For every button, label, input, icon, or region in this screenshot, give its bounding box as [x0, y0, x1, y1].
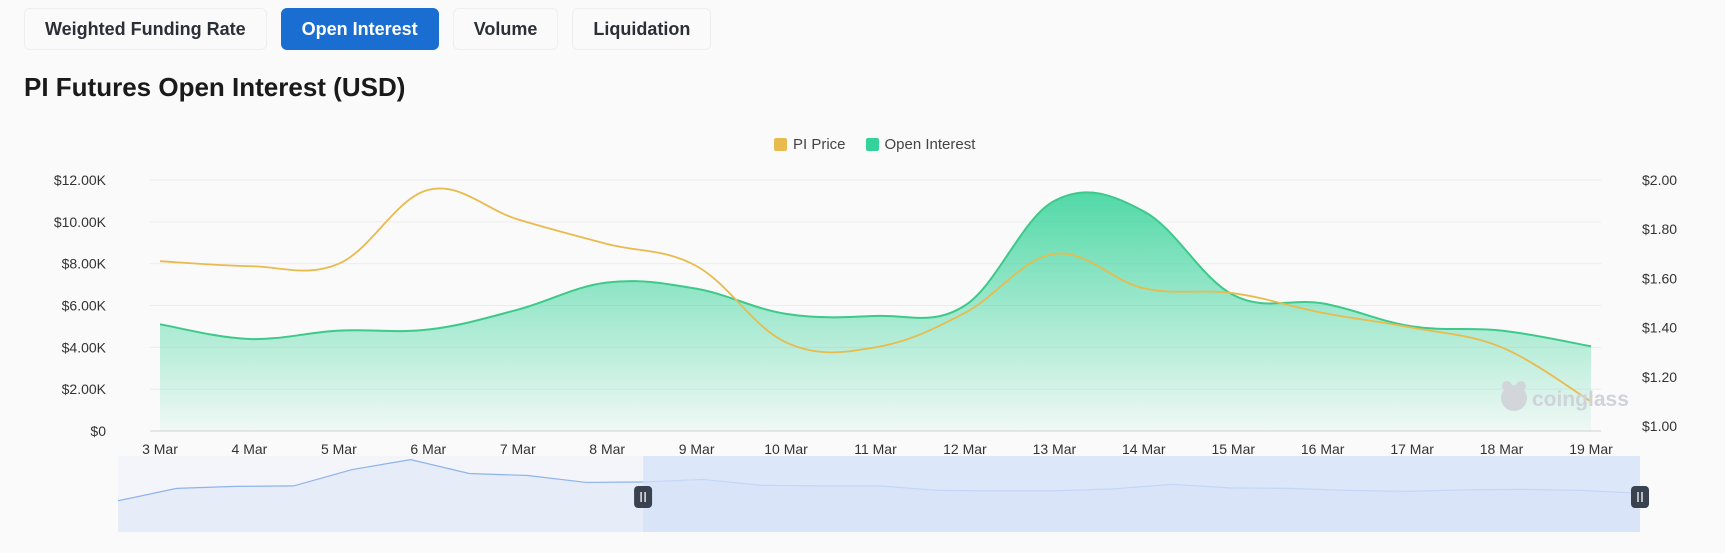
x-tick-label: 13 Mar [1033, 441, 1077, 457]
y-right-tick-label: $1.40 [1642, 320, 1677, 336]
y-right-tick-label: $1.60 [1642, 270, 1677, 286]
legend-label-open-interest: Open Interest [884, 136, 976, 153]
tab-bar: Weighted Funding Rate Open Interest Volu… [24, 8, 712, 50]
x-tick-label: 9 Mar [679, 441, 715, 457]
tab-volume[interactable]: Volume [452, 8, 559, 50]
x-tick-label: 18 Mar [1480, 441, 1524, 457]
x-tick-label: 17 Mar [1390, 441, 1434, 457]
watermark: coinglass [1501, 381, 1629, 411]
y-left-tick-label: $10.00K [54, 214, 107, 230]
x-tick-label: 11 Mar [854, 441, 897, 457]
y-left-tick-label: $8.00K [62, 256, 107, 272]
x-tick-label: 7 Mar [500, 441, 536, 457]
y-right-tick-label: $2.00 [1642, 172, 1677, 188]
handle-grip-icon [1631, 486, 1649, 508]
x-tick-label: 8 Mar [589, 441, 625, 457]
open-interest-line [159, 191, 1592, 348]
y-right-tick-label: $1.80 [1642, 221, 1677, 237]
handle-grip-icon [634, 486, 653, 508]
y-left-tick-label: $4.00K [62, 339, 107, 355]
tab-weighted-funding-rate[interactable]: Weighted Funding Rate [24, 8, 267, 50]
zoom-handle-right[interactable] [1631, 486, 1649, 508]
y-left-tick-label: $12.00K [54, 172, 107, 188]
y-left-tick-label: $6.00K [62, 298, 107, 314]
y-right-tick-label: $1.00 [1642, 418, 1677, 434]
legend-swatch-price [774, 138, 787, 151]
x-tick-label: 3 Mar [142, 441, 178, 457]
y-left-tick-label: $2.00K [62, 381, 107, 397]
x-tick-label: 19 Mar [1569, 441, 1613, 457]
legend-item-price[interactable]: PI Price [774, 136, 846, 153]
y-right-tick-label: $1.20 [1642, 369, 1677, 385]
watermark-text: coinglass [1532, 388, 1629, 411]
tab-liquidation[interactable]: Liquidation [572, 8, 712, 50]
zoom-slider[interactable] [117, 456, 1649, 532]
y-left-tick-label: $0 [90, 423, 106, 439]
x-tick-label: 12 Mar [943, 441, 987, 457]
x-tick-label: 14 Mar [1122, 441, 1166, 457]
pi-price-line [159, 187, 1592, 403]
tab-open-interest[interactable]: Open Interest [280, 8, 439, 50]
x-tick-label: 15 Mar [1211, 441, 1255, 457]
open-interest-area [160, 192, 1591, 431]
legend-item-open-interest[interactable]: Open Interest [865, 136, 976, 153]
x-tick-label: 6 Mar [410, 441, 446, 457]
coinglass-logo-icon [1501, 381, 1527, 411]
x-tick-label: 4 Mar [232, 441, 268, 457]
x-tick-label: 5 Mar [321, 441, 357, 457]
x-tick-label: 16 Mar [1301, 441, 1345, 457]
legend-label-price: PI Price [793, 136, 846, 153]
zoom-selection[interactable] [643, 456, 1640, 532]
zoom-handle-left[interactable] [634, 486, 653, 508]
chart-legend: PI Price Open Interest [774, 136, 975, 153]
legend-swatch-open-interest [865, 138, 879, 151]
x-tick-label: 10 Mar [764, 441, 808, 457]
chart-title: PI Futures Open Interest (USD) [24, 72, 406, 102]
